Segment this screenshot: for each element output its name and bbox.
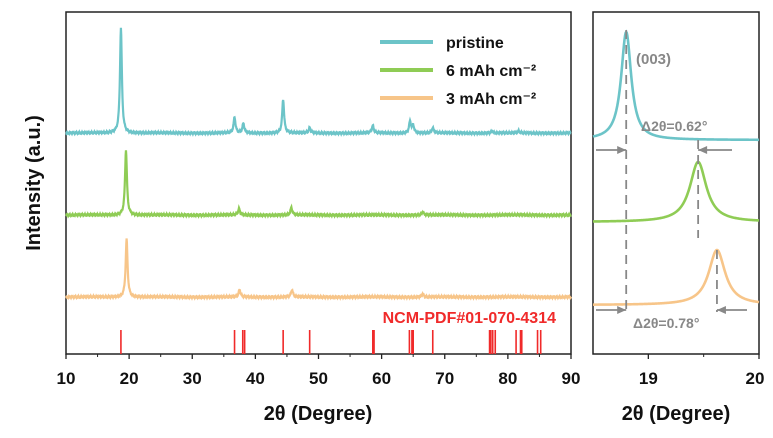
main-y-axis-label: Intensity (a.u.) — [23, 115, 45, 251]
legend-label-3mah: 3 mAh cm⁻² — [446, 91, 536, 108]
reference-label: NCM-PDF#01-070-4314 — [383, 310, 557, 327]
shift2-right-arrow-head — [716, 306, 726, 314]
reference-lines-group — [120, 330, 542, 354]
zoom-x-axis-label: 2θ (Degree) — [622, 403, 731, 425]
legend-label-6mah: 6 mAh cm⁻² — [446, 63, 536, 80]
zoom-x-tick-label-0: 19 — [639, 369, 658, 388]
main-xrd-panel: 10 20 30 40 50 60 70 80 90 pristine 6 mAh cm⁻² 3… — [23, 11, 581, 425]
zoom-plot-frame — [592, 11, 760, 355]
series-line-2 — [65, 238, 573, 301]
main-x-tick-label-0: 10 — [57, 369, 76, 388]
main-x-tick-label-7: 80 — [498, 369, 517, 388]
shift1-right-arrow-head — [698, 146, 708, 154]
main-x-tick-label-2: 30 — [183, 369, 202, 388]
zoom-peak-label: (003) — [636, 51, 671, 68]
zoom-shift-label-1: Δ2θ=0.62° — [641, 118, 707, 134]
zoom-series-line-0 — [592, 29, 759, 142]
legend-label-pristine: pristine — [446, 35, 504, 52]
zoom-x-ticks: 19 20 — [639, 354, 765, 388]
zoom-annotations — [596, 30, 747, 314]
main-series-group — [65, 27, 573, 301]
zoom-series-line-2 — [592, 248, 760, 306]
shift1-left-arrow-head — [617, 146, 627, 154]
zoom-shift-label-2: Δ2θ=0.78° — [633, 315, 699, 331]
main-x-tick-label-3: 40 — [246, 369, 265, 388]
main-x-axis-label: 2θ (Degree) — [264, 403, 373, 425]
main-x-tick-label-1: 20 — [120, 369, 139, 388]
main-x-tick-label-8: 90 — [562, 369, 581, 388]
zoom-x-tick-label-1: 20 — [746, 369, 765, 388]
shift2-left-arrow-head — [617, 306, 627, 314]
main-x-tick-label-6: 70 — [435, 369, 454, 388]
zoom-panel: 19 20 (003) Δ2θ=0.62° Δ2θ=0.78° 2θ (Degre… — [592, 11, 765, 425]
zoom-series-group — [592, 29, 760, 306]
main-x-ticks: 10 20 30 40 50 60 70 80 90 — [57, 354, 581, 388]
series-line-0 — [65, 27, 572, 137]
main-x-tick-label-5: 60 — [372, 369, 391, 388]
main-x-tick-label-4: 50 — [309, 369, 328, 388]
series-line-1 — [65, 150, 572, 219]
legend: pristine 6 mAh cm⁻² 3 mAh cm⁻² — [380, 35, 536, 108]
zoom-series-line-1 — [592, 160, 760, 223]
